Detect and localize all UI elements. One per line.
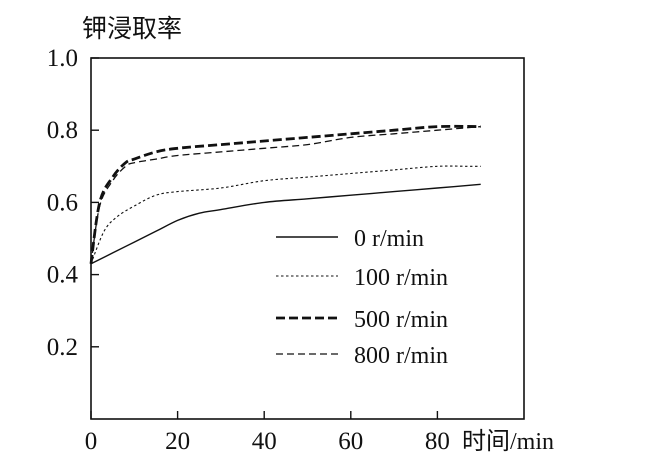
y-axis-label: 钾浸取率 (82, 15, 182, 43)
plot-frame (90, 57, 525, 420)
series-line-100-r-min (90, 165, 481, 265)
series-line-800-r-min (90, 125, 481, 264)
x-tick-label: 80 (425, 428, 450, 455)
legend-label: 0 r/min (354, 226, 424, 252)
y-tick-label: 0.8 (47, 117, 78, 144)
legend-label: 800 r/min (354, 343, 448, 369)
plot-lines (89, 124, 481, 265)
x-axis-label: 时间/min (462, 428, 554, 455)
y-tick-label: 0.4 (47, 262, 79, 289)
axes: 0 20 40 60 80 0.2 0.4 0.6 0.8 1.0 (47, 45, 525, 455)
legend-label: 500 r/min (354, 307, 448, 333)
y-tick-label: 0.2 (47, 334, 78, 361)
legend-label: 100 r/min (354, 265, 448, 291)
y-tick-label: 1.0 (47, 45, 78, 72)
series-line-500-r-min (89, 124, 481, 264)
legend: 0 r/min 100 r/min 500 r/min 800 r/min (276, 226, 448, 369)
y-tick-label: 0.6 (47, 189, 78, 216)
series-line-0-r-min (90, 183, 481, 265)
x-tick-label: 40 (252, 428, 277, 455)
x-tick-label: 20 (165, 428, 190, 455)
x-tick-label: 60 (338, 428, 363, 455)
x-tick-label: 0 (85, 428, 98, 455)
